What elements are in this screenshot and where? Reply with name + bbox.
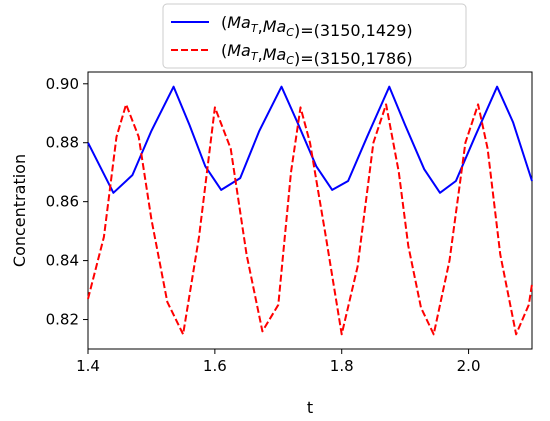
y-axis-label: Concentration [10,154,29,267]
x-tick-label: 1.8 [330,357,354,375]
y-tick-label: 0.84 [46,252,79,270]
y-tick-label: 0.90 [46,75,79,93]
legend-label-1: (MaT,MaC)=(3150,1429) [221,13,413,40]
x-axis-ticks: 1.4 1.6 1.8 2.0 [76,349,481,375]
series-line-1 [87,85,533,194]
y-tick-label: 0.82 [46,311,79,329]
x-tick-label: 1.4 [76,357,100,375]
legend-label-2: (MaT,MaC)=(3150,1786) [221,41,413,68]
legend: (MaT,MaC)=(3150,1429)(MaT,MaC)=(3150,178… [162,3,467,69]
x-tick-label: 2.0 [457,357,481,375]
series-layer [87,85,533,336]
plot-frame [87,71,533,350]
legend-box [162,3,467,69]
y-axis-ticks: 0.82 0.84 0.86 0.88 0.90 [46,75,88,329]
y-tick-label: 0.86 [46,193,79,211]
x-axis-label: t [307,398,313,417]
y-tick-label: 0.88 [46,134,79,152]
series-line-2 [87,103,533,336]
x-tick-label: 1.6 [203,357,227,375]
plot-area [87,71,533,350]
